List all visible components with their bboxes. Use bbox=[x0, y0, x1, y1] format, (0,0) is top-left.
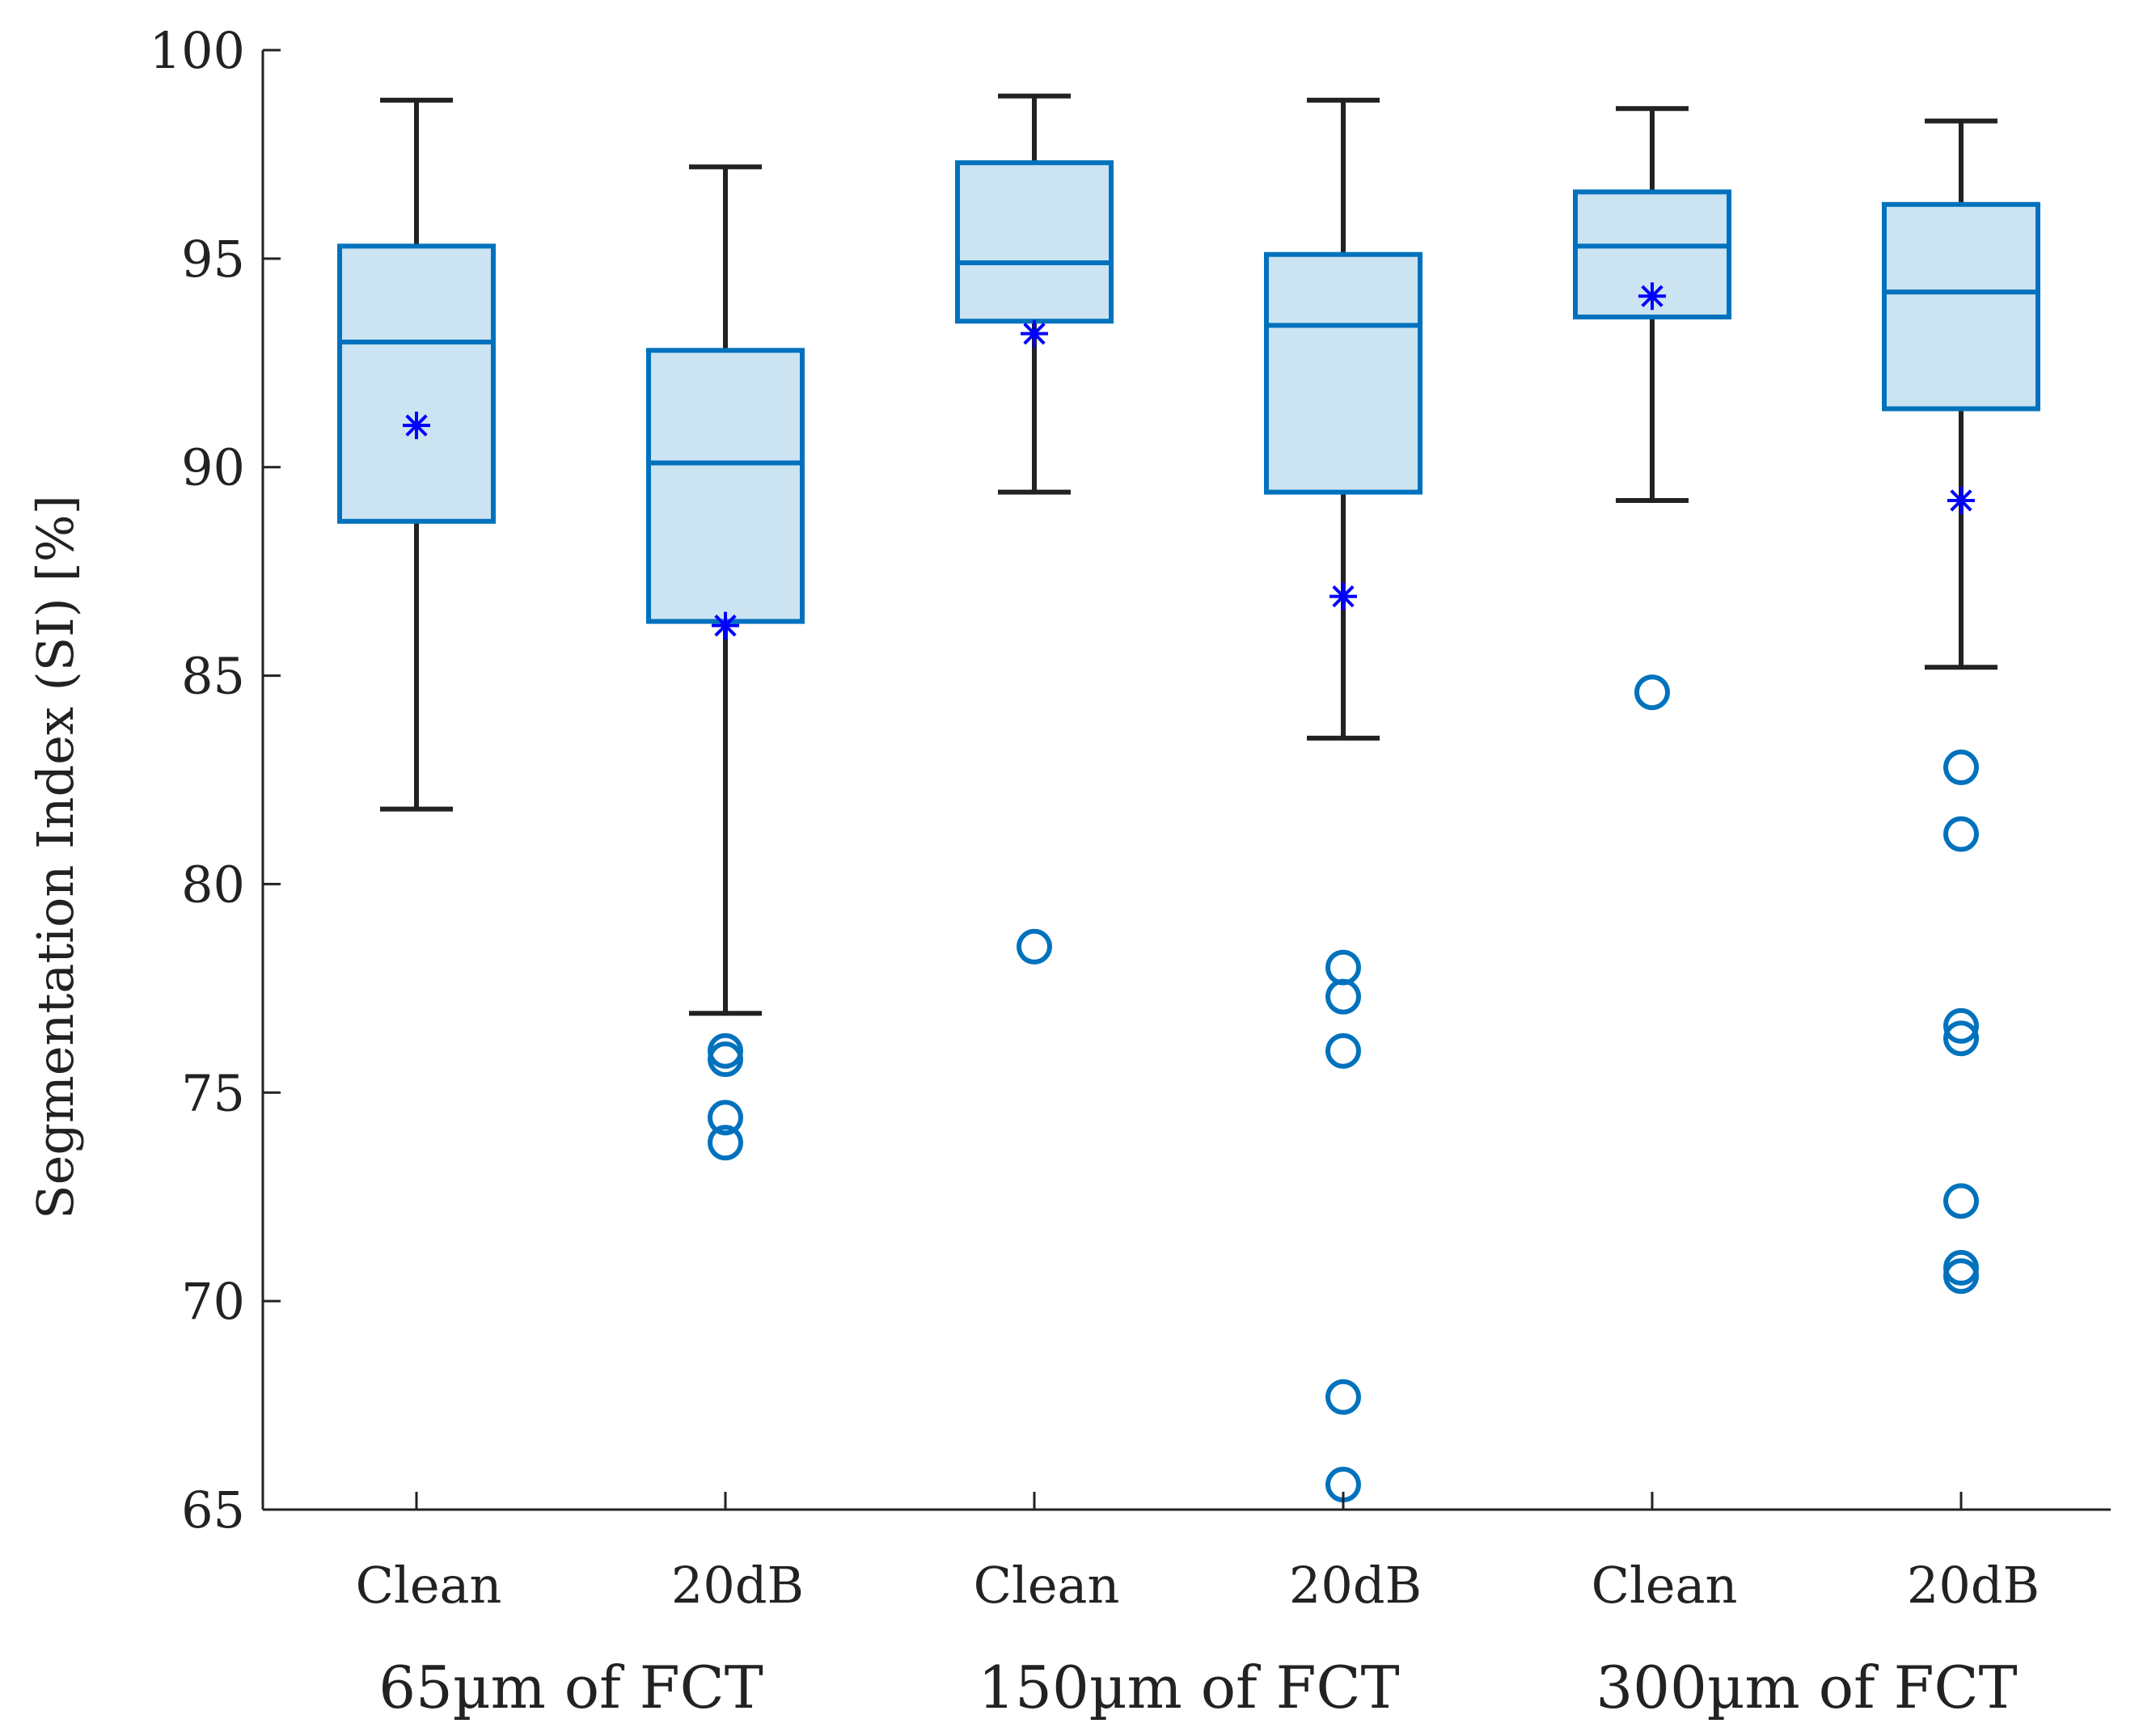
box-2 bbox=[646, 164, 805, 1161]
outlier-point bbox=[1017, 928, 1052, 965]
outlier-point bbox=[1325, 1033, 1361, 1069]
box-5 bbox=[1573, 106, 1731, 711]
outlier-point bbox=[708, 1100, 743, 1136]
x-tick-label: Clean bbox=[974, 1556, 1120, 1615]
mean-marker bbox=[1947, 486, 1975, 514]
iqr-box bbox=[1882, 201, 2040, 412]
iqr-box bbox=[1264, 251, 1422, 495]
mean-marker bbox=[1329, 582, 1357, 610]
group-label: 65µm of FCT bbox=[378, 1654, 763, 1721]
outlier-point bbox=[1325, 978, 1361, 1015]
mean-marker-stroke bbox=[1641, 285, 1663, 307]
iqr-box bbox=[646, 348, 805, 624]
outlier-point bbox=[1943, 816, 1979, 852]
mean-marker bbox=[1638, 282, 1666, 310]
y-tick-label: 65 bbox=[181, 1480, 245, 1540]
x-tick-label: 20dB bbox=[1907, 1556, 2040, 1615]
y-tick-label: 90 bbox=[181, 438, 245, 497]
outlier-point bbox=[1325, 949, 1361, 986]
box-3 bbox=[955, 93, 1114, 965]
mean-marker bbox=[403, 412, 430, 440]
box-1 bbox=[337, 97, 496, 812]
outlier-point bbox=[1943, 750, 1979, 786]
box-4 bbox=[1264, 97, 1422, 1503]
mean-marker bbox=[712, 611, 739, 640]
y-tick-label: 85 bbox=[181, 647, 245, 706]
outlier-point bbox=[1325, 1379, 1361, 1415]
box-6 bbox=[1882, 118, 2040, 1295]
iqr-box bbox=[337, 243, 496, 524]
outlier-point bbox=[1943, 1258, 1979, 1295]
y-tick-label: 80 bbox=[181, 855, 245, 914]
mean-marker-stroke bbox=[405, 414, 428, 437]
mean-marker-stroke bbox=[1332, 585, 1355, 608]
outlier-point bbox=[708, 1041, 743, 1078]
x-tick-label: 20dB bbox=[671, 1556, 804, 1615]
outlier-point bbox=[1943, 1020, 1979, 1057]
x-axis: Clean 20dB Clean 20dB Clean 20dB 65µm of FCT 15… bbox=[263, 1492, 2111, 1721]
outlier-point bbox=[708, 1125, 743, 1161]
y-tick-label: 95 bbox=[181, 230, 245, 289]
x-tick-label: Clean bbox=[1592, 1556, 1738, 1615]
y-tick-label: 70 bbox=[181, 1272, 245, 1331]
mean-marker bbox=[1021, 319, 1048, 348]
iqr-box bbox=[955, 160, 1114, 324]
group-label: 300µm of FCT bbox=[1596, 1654, 2017, 1721]
x-tick-label: Clean bbox=[356, 1556, 502, 1615]
group-label: 150µm of FCT bbox=[978, 1654, 1399, 1721]
mean-marker-stroke bbox=[714, 615, 737, 637]
y-axis: 65 70 75 80 85 90 95 100 bbox=[150, 21, 281, 1540]
outlier-point bbox=[1943, 1007, 1979, 1044]
outlier-point bbox=[1634, 674, 1670, 711]
mean-marker-stroke bbox=[1023, 323, 1046, 345]
x-tick-label: 20dB bbox=[1289, 1556, 1422, 1615]
mean-marker-stroke bbox=[1950, 489, 1972, 512]
y-tick-label: 75 bbox=[181, 1063, 245, 1122]
y-axis-label: Segmentation Index (SI) [%] bbox=[26, 495, 85, 1219]
y-tick-label: 100 bbox=[150, 21, 245, 80]
plot-area bbox=[337, 93, 2040, 1503]
outlier-point bbox=[1943, 1183, 1979, 1219]
